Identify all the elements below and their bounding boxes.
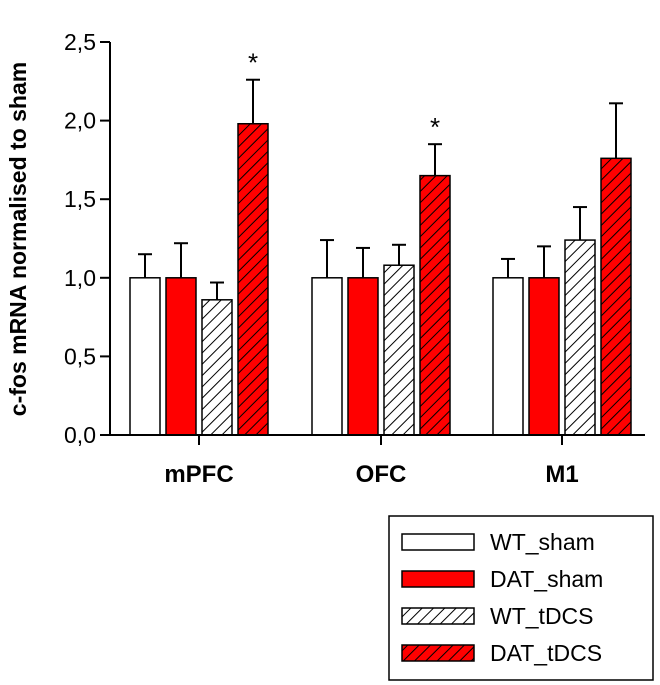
- bar-m1-wt-sham: [492, 277, 524, 436]
- y-tick-label: 2,5: [64, 29, 96, 55]
- y-tick-label: 0,5: [64, 343, 96, 369]
- legend-swatch-wt-sham: [401, 533, 475, 551]
- legend-swatch-dat-tdcs: [401, 644, 475, 662]
- bar-m1-dat-tdcs: [600, 157, 632, 436]
- legend-swatch-wt-tdcs: [401, 607, 475, 625]
- y-tick-label: 0,0: [64, 422, 96, 448]
- legend-items: WT_sham DAT_sham WT_tDCS DAT_tDCS: [401, 529, 603, 666]
- bar-m1-wt-tdcs: [564, 239, 596, 436]
- y-axis-title: c-fos mRNA normalised to sham: [5, 62, 31, 416]
- significance-marker: *: [248, 48, 258, 78]
- bar-mpfc-wt-sham: [129, 277, 161, 436]
- legend-label: DAT_tDCS: [490, 640, 602, 666]
- y-tick-label: 1,5: [64, 186, 96, 212]
- legend-label: WT_sham: [490, 529, 595, 555]
- bar-mpfc-dat-sham: [165, 277, 197, 436]
- bar-ofc-wt-tdcs: [383, 264, 415, 436]
- y-tick-label: 2,0: [64, 108, 96, 134]
- bar-mpfc-dat-tdcs: [237, 122, 269, 436]
- legend-label: DAT_sham: [490, 566, 603, 592]
- legend-swatch-dat-sham: [401, 570, 475, 588]
- bar-ofc-dat-tdcs: [419, 174, 451, 436]
- y-tick-label: 1,0: [64, 265, 96, 291]
- x-category-label: OFC: [356, 461, 407, 488]
- x-category-label: M1: [545, 461, 578, 488]
- bar-ofc-wt-sham: [311, 277, 343, 436]
- legend-label: WT_tDCS: [490, 603, 594, 629]
- bar-mpfc-wt-tdcs: [201, 299, 233, 436]
- bar-ofc-dat-sham: [347, 277, 379, 436]
- y-axis: 0,0 0,5 1,0 1,5 2,0 2,5: [64, 29, 111, 448]
- bar-m1-dat-sham: [528, 277, 560, 436]
- x-axis: mPFC OFC M1: [110, 434, 645, 488]
- bars: **: [129, 48, 632, 436]
- x-category-label: mPFC: [164, 461, 233, 488]
- legend: WT_sham DAT_sham WT_tDCS DAT_tDCS: [388, 515, 654, 681]
- significance-marker: *: [430, 112, 440, 142]
